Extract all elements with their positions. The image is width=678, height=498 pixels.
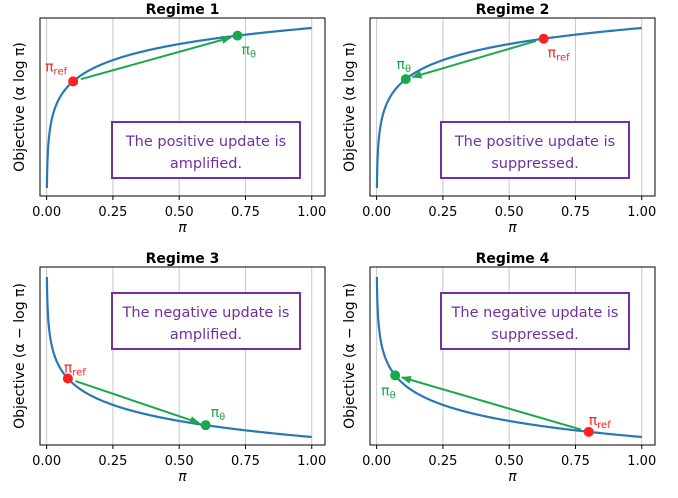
update-arrow <box>411 39 537 79</box>
x-tick-label: 1.00 <box>297 205 326 220</box>
y-axis-label: Objective (α − log π) <box>342 283 358 429</box>
x-tick-label: 0.50 <box>495 205 524 220</box>
axes-frame <box>369 17 656 197</box>
annotation-text: The negative update is <box>122 305 290 321</box>
axes-frame <box>369 266 656 446</box>
y-axis-label: Objective (α log π) <box>12 42 28 172</box>
chart-panel-4: 0.00 0.25 0.50 0.75 1.00 Regime 4 π Objective (… <box>342 251 656 485</box>
objective-curve <box>375 26 642 189</box>
x-tick-label: 1.00 <box>627 454 656 469</box>
chart-title: Regime 2 <box>476 2 550 18</box>
update-arrow <box>400 376 582 431</box>
x-tick-label: 0.00 <box>362 205 391 220</box>
pi-theta-marker <box>232 30 243 41</box>
chart-panel-2: 0.00 0.25 0.50 0.75 1.00 Regime 2 π Objective (… <box>342 2 656 236</box>
pi-theta-label: πθ <box>242 43 257 61</box>
x-tick-label: 0.00 <box>32 205 61 220</box>
y-axis-label: Objective (α log π) <box>342 42 358 172</box>
axes-frame <box>39 17 326 197</box>
annotation-text: The positive update is <box>125 134 286 150</box>
annotation-text: amplified. <box>170 156 242 172</box>
x-axis-label: π <box>178 220 187 236</box>
objective-curve <box>375 276 642 439</box>
x-tick-label: 0.00 <box>362 454 391 469</box>
annotation-text: amplified. <box>170 327 242 343</box>
x-tick-label: 0.25 <box>428 205 457 220</box>
chart-title: Regime 3 <box>146 251 220 267</box>
x-tick-label: 0.50 <box>165 205 194 220</box>
pi-theta-marker <box>200 420 211 431</box>
annotation-text: The positive update is <box>454 134 615 150</box>
x-tick-label: 0.25 <box>428 454 457 469</box>
annotation-box <box>111 292 301 350</box>
chart-title: Regime 4 <box>476 251 550 267</box>
x-tick-label: 0.75 <box>561 205 590 220</box>
objective-curve <box>45 276 312 439</box>
pi-theta-label: πθ <box>381 383 396 401</box>
x-tick-label: 0.50 <box>165 454 194 469</box>
annotation-text: suppressed. <box>491 156 579 172</box>
chart-panel-3: 0.00 0.25 0.50 0.75 1.00 Regime 3 π Objective (… <box>12 251 326 485</box>
pi-theta-label: πθ <box>397 57 412 75</box>
update-arrow <box>75 380 201 424</box>
pi-ref-marker <box>538 33 549 44</box>
x-tick-label: 0.50 <box>495 454 524 469</box>
chart-panel-1: 0.00 0.25 0.50 0.75 1.00 Regime 1 π Objective (… <box>12 2 326 236</box>
x-axis-label: π <box>178 469 187 485</box>
y-axis-label: Objective (α − log π) <box>12 283 28 429</box>
annotation-box <box>111 121 301 179</box>
axes-frame <box>39 266 326 446</box>
pi-theta-marker <box>390 370 401 381</box>
pi-ref-label: πref <box>45 59 67 77</box>
x-axis-label: π <box>508 469 517 485</box>
pi-theta-marker <box>400 74 411 85</box>
x-tick-label: 1.00 <box>627 205 656 220</box>
pi-ref-label: πref <box>64 360 86 378</box>
pi-ref-label: πref <box>589 413 611 431</box>
x-tick-label: 0.75 <box>231 454 260 469</box>
annotation-text: suppressed. <box>491 327 579 343</box>
annotation-box <box>440 121 630 179</box>
pi-ref-label: πref <box>548 46 570 64</box>
x-tick-label: 0.75 <box>561 454 590 469</box>
chart-title: Regime 1 <box>146 2 220 18</box>
x-tick-label: 0.75 <box>231 205 260 220</box>
pi-theta-label: πθ <box>211 405 226 423</box>
annotation-text: The negative update is <box>451 305 619 321</box>
pi-ref-marker <box>62 373 73 384</box>
x-axis-label: π <box>508 220 517 236</box>
x-tick-label: 0.25 <box>98 205 127 220</box>
annotation-box <box>440 292 630 350</box>
x-tick-label: 0.00 <box>32 454 61 469</box>
update-arrow <box>80 36 232 81</box>
x-tick-label: 0.25 <box>98 454 127 469</box>
x-tick-label: 1.00 <box>297 454 326 469</box>
pi-ref-marker <box>583 426 594 437</box>
pi-ref-marker <box>68 76 79 87</box>
